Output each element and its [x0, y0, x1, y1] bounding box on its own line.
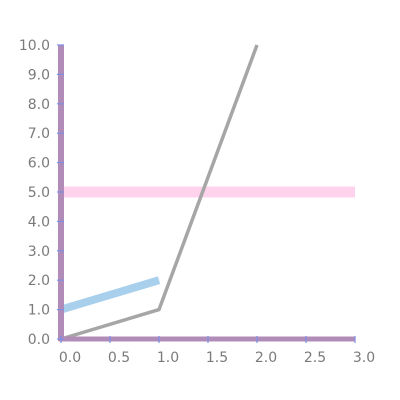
series-layer: [59, 44, 355, 341]
y-tick-label: 8.0: [28, 97, 50, 113]
y-tick-label: 2.0: [28, 273, 50, 289]
x-tick-label: 1.5: [206, 350, 228, 366]
y-tick-label: 3.0: [28, 244, 50, 260]
x-tick-label: 2.5: [304, 350, 326, 366]
axes-layer: [57, 44, 356, 343]
y-tick-label: 10.0: [19, 38, 50, 54]
y-tick-label: 9.0: [28, 67, 50, 83]
x-tick-label: 1.0: [157, 350, 179, 366]
tick-labels-layer: 0.0 0.5 1.0 1.5 2.0 2.5 3.0 0.0 1.0 2.0 3.0 4.0 5.0 6…: [19, 38, 375, 366]
y-tick-label: 0.0: [28, 332, 50, 348]
x-tick-label: 0.5: [108, 350, 130, 366]
series-line-1: [60, 44, 259, 341]
y-tick-label: 5.0: [28, 185, 50, 201]
x-tick-label: 3.0: [353, 350, 375, 366]
x-tick-label: 2.0: [255, 350, 277, 366]
y-tick-label: 4.0: [28, 214, 50, 230]
y-tick-label: 6.0: [28, 156, 50, 172]
x-tick-label: 0.0: [59, 350, 81, 366]
y-tick-label: 1.0: [28, 303, 50, 319]
y-tick-label: 7.0: [28, 126, 50, 142]
series-line-2: [59, 276, 161, 314]
